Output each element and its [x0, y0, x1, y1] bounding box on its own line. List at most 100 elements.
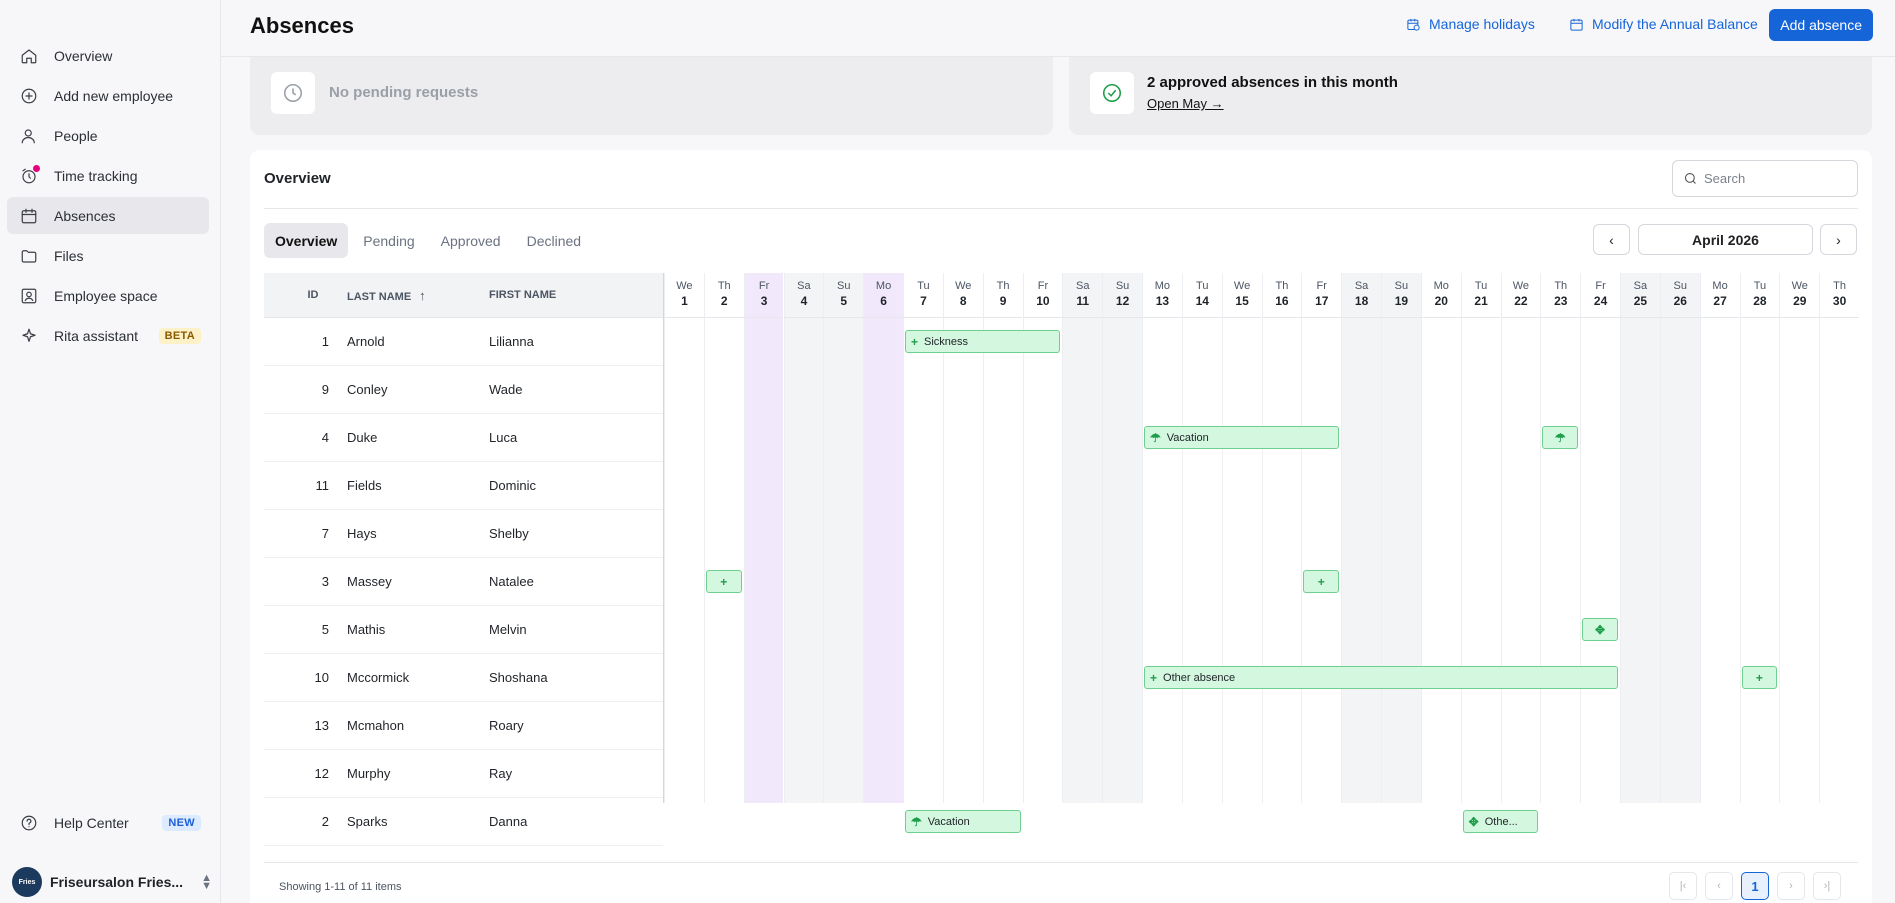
day-column[interactable]	[1540, 318, 1580, 803]
day-column[interactable]	[1620, 318, 1660, 803]
day-column[interactable]	[703, 318, 744, 803]
table-row[interactable]: 4 Duke Luca	[264, 414, 663, 462]
day-column[interactable]	[1221, 318, 1262, 803]
day-column[interactable]	[1659, 318, 1700, 803]
day-column[interactable]	[1699, 318, 1740, 803]
absence-event[interactable]: ☂ Vacation	[905, 810, 1021, 833]
sidebar-item-overview[interactable]: Overview	[7, 37, 209, 74]
page-1-button[interactable]: 1	[1741, 872, 1769, 900]
employee-first-name: Shelby	[489, 526, 529, 541]
weekday-label: Th	[717, 280, 731, 292]
day-header: Tu 21	[1460, 273, 1501, 318]
last-page-button[interactable]: ›|	[1813, 872, 1841, 900]
absence-event[interactable]: +	[1303, 570, 1340, 593]
sidebar-item-employee-space[interactable]: Employee space	[7, 277, 209, 314]
day-column[interactable]	[1142, 318, 1182, 803]
day-column[interactable]	[1301, 318, 1341, 803]
month-selector[interactable]: April 2026	[1638, 224, 1813, 255]
calendar-icon	[20, 207, 38, 225]
sidebar-item-people[interactable]: People	[7, 117, 209, 154]
employee-last-name: Mccormick	[347, 670, 410, 685]
day-column[interactable]	[1102, 318, 1142, 803]
employee-last-name: Duke	[347, 430, 378, 445]
sidebar-item-help-center[interactable]: Help Center NEW	[7, 804, 209, 841]
day-header: Su 26	[1659, 273, 1700, 318]
day-column[interactable]	[982, 318, 1023, 803]
day-column[interactable]	[1779, 318, 1819, 803]
absence-event[interactable]: +	[705, 570, 742, 593]
sidebar-item-rita-assistant[interactable]: Rita assistant BETA	[7, 317, 209, 354]
absence-event[interactable]: +	[1741, 666, 1778, 689]
day-number: 30	[1832, 294, 1847, 308]
overview-title: Overview	[264, 170, 331, 187]
day-column[interactable]	[942, 318, 983, 803]
day-column[interactable]	[1341, 318, 1381, 803]
day-column[interactable]	[1420, 318, 1461, 803]
day-column[interactable]	[1500, 318, 1541, 803]
table-row[interactable]: 9 Conley Wade	[264, 366, 663, 414]
search-input[interactable]: Search	[1672, 160, 1858, 197]
day-number: 5	[840, 294, 848, 308]
absence-event[interactable]: + Sickness	[905, 330, 1061, 353]
day-column[interactable]	[1580, 318, 1620, 803]
absence-event[interactable]: + Other absence	[1144, 666, 1618, 689]
first-page-button[interactable]: |‹	[1669, 872, 1697, 900]
tab-pending[interactable]: Pending	[363, 232, 415, 249]
table-row[interactable]: 11 Fields Dominic	[264, 462, 663, 510]
tab-approved[interactable]: Approved	[440, 232, 501, 249]
column-header-first-name[interactable]: FIRST NAME	[489, 289, 659, 301]
previous-page-button[interactable]: ‹	[1705, 872, 1733, 900]
day-column[interactable]	[863, 318, 903, 803]
day-column[interactable]	[1022, 318, 1063, 803]
absence-event[interactable]: ☂ Vacation	[1144, 426, 1340, 449]
tab-declined[interactable]: Declined	[526, 232, 582, 249]
alarm-clock-icon	[20, 164, 40, 185]
absence-event[interactable]: ☂	[1542, 426, 1579, 449]
absence-event[interactable]: ✥ Othe...	[1462, 810, 1539, 833]
table-row[interactable]: 12 Murphy Ray	[264, 750, 663, 798]
table-row[interactable]: 1 Arnold Lilianna	[264, 318, 663, 366]
day-number: 7	[920, 294, 927, 308]
tab-overview[interactable]: Overview	[264, 223, 349, 258]
next-page-button[interactable]: ›	[1777, 872, 1805, 900]
day-column[interactable]	[823, 318, 864, 803]
table-row[interactable]: 5 Mathis Melvin	[264, 606, 663, 654]
day-column[interactable]	[783, 318, 824, 803]
day-column[interactable]	[1739, 318, 1780, 803]
day-column[interactable]	[743, 318, 784, 803]
table-row[interactable]: 10 Mccormick Shoshana	[264, 654, 663, 702]
sidebar-item-files[interactable]: Files	[7, 237, 209, 274]
employee-id: 3	[321, 574, 329, 589]
sidebar-item-add-new-employee[interactable]: Add new employee	[7, 77, 209, 114]
day-column[interactable]	[1181, 318, 1222, 803]
day-header: Th 30	[1819, 273, 1859, 318]
day-column[interactable]	[1261, 318, 1302, 803]
divider	[264, 208, 1858, 209]
add-absence-button[interactable]: Add absence	[1769, 9, 1873, 41]
modify-annual-balance-link[interactable]: Modify the Annual Balance	[1569, 16, 1758, 32]
table-row[interactable]: 2 Sparks Danna	[264, 798, 663, 846]
manage-holidays-link[interactable]: Manage holidays	[1406, 16, 1535, 32]
table-row[interactable]: 13 Mcmahon Roary	[264, 702, 663, 750]
day-column[interactable]	[1819, 318, 1859, 803]
day-column[interactable]	[664, 318, 704, 803]
day-column[interactable]	[1062, 318, 1103, 803]
day-column[interactable]	[1381, 318, 1421, 803]
organization-switcher[interactable]: Fries Friseursalon Fries... ▲ ▼	[12, 865, 212, 899]
absence-event[interactable]: ✥	[1582, 618, 1618, 641]
sidebar-item-absences[interactable]: Absences	[7, 197, 209, 234]
open-month-link[interactable]: Open May →	[1147, 96, 1224, 111]
column-header-id[interactable]: ID	[264, 289, 329, 301]
day-column[interactable]	[903, 318, 943, 803]
weekday-label: Sa	[1354, 280, 1369, 292]
sidebar-item-time-tracking[interactable]: Time tracking	[7, 157, 209, 194]
column-header-last-name[interactable]: LAST NAME ↑	[329, 288, 489, 303]
pending-requests-card: No pending requests	[250, 57, 1053, 135]
check-circle-icon	[1090, 72, 1134, 114]
previous-month-button[interactable]: ‹	[1593, 224, 1630, 255]
next-month-button[interactable]: ›	[1820, 224, 1857, 255]
day-column[interactable]	[1460, 318, 1501, 803]
table-row[interactable]: 3 Massey Natalee	[264, 558, 663, 606]
table-row[interactable]: 7 Hays Shelby	[264, 510, 663, 558]
sidebar-item-label: Help Center	[54, 814, 129, 831]
